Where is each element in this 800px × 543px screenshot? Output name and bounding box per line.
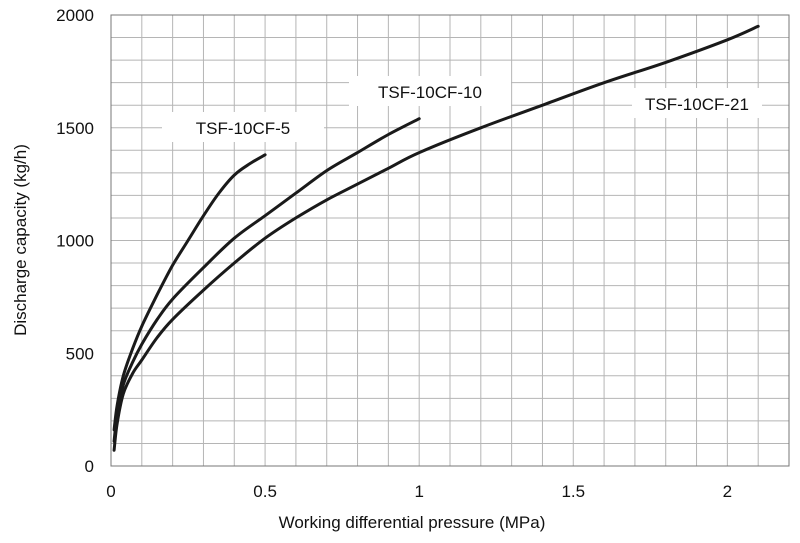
series-label-tsf-10cf-21: TSF-10CF-21 bbox=[645, 95, 749, 114]
x-axis-ticks: 0 0.5 1 1.5 2 bbox=[106, 482, 732, 501]
y-axis-ticks: 0 500 1000 1500 2000 bbox=[56, 6, 94, 476]
y-tick-label: 1500 bbox=[56, 119, 94, 138]
series-labels: TSF-10CF-5 TSF-10CF-10 TSF-10CF-21 bbox=[162, 76, 762, 142]
x-tick-label: 1.5 bbox=[561, 482, 585, 501]
y-tick-label: 0 bbox=[85, 457, 94, 476]
y-tick-label: 1000 bbox=[56, 232, 94, 251]
series-label-tsf-10cf-10: TSF-10CF-10 bbox=[378, 83, 482, 102]
series-line-tsf-10cf-21 bbox=[112, 24, 760, 452]
y-tick-label: 500 bbox=[66, 344, 94, 363]
series-line-tsf-10cf-10 bbox=[112, 117, 421, 443]
x-tick-label: 0 bbox=[106, 482, 115, 501]
series-lines bbox=[112, 24, 760, 452]
y-axis-title: Discharge capacity (kg/h) bbox=[11, 144, 30, 336]
y-tick-label: 2000 bbox=[56, 6, 94, 25]
series-label-background bbox=[349, 76, 511, 106]
x-tick-label: 2 bbox=[723, 482, 732, 501]
series-line-tsf-10cf-5 bbox=[112, 153, 267, 432]
x-axis-title: Working differential pressure (MPa) bbox=[279, 513, 546, 532]
series-label-background bbox=[632, 88, 762, 118]
series-label-tsf-10cf-5: TSF-10CF-5 bbox=[196, 119, 290, 138]
x-tick-label: 1 bbox=[414, 482, 423, 501]
plot-area-frame bbox=[110, 14, 790, 467]
x-tick-label: 0.5 bbox=[253, 482, 277, 501]
series-label-background bbox=[162, 112, 324, 142]
